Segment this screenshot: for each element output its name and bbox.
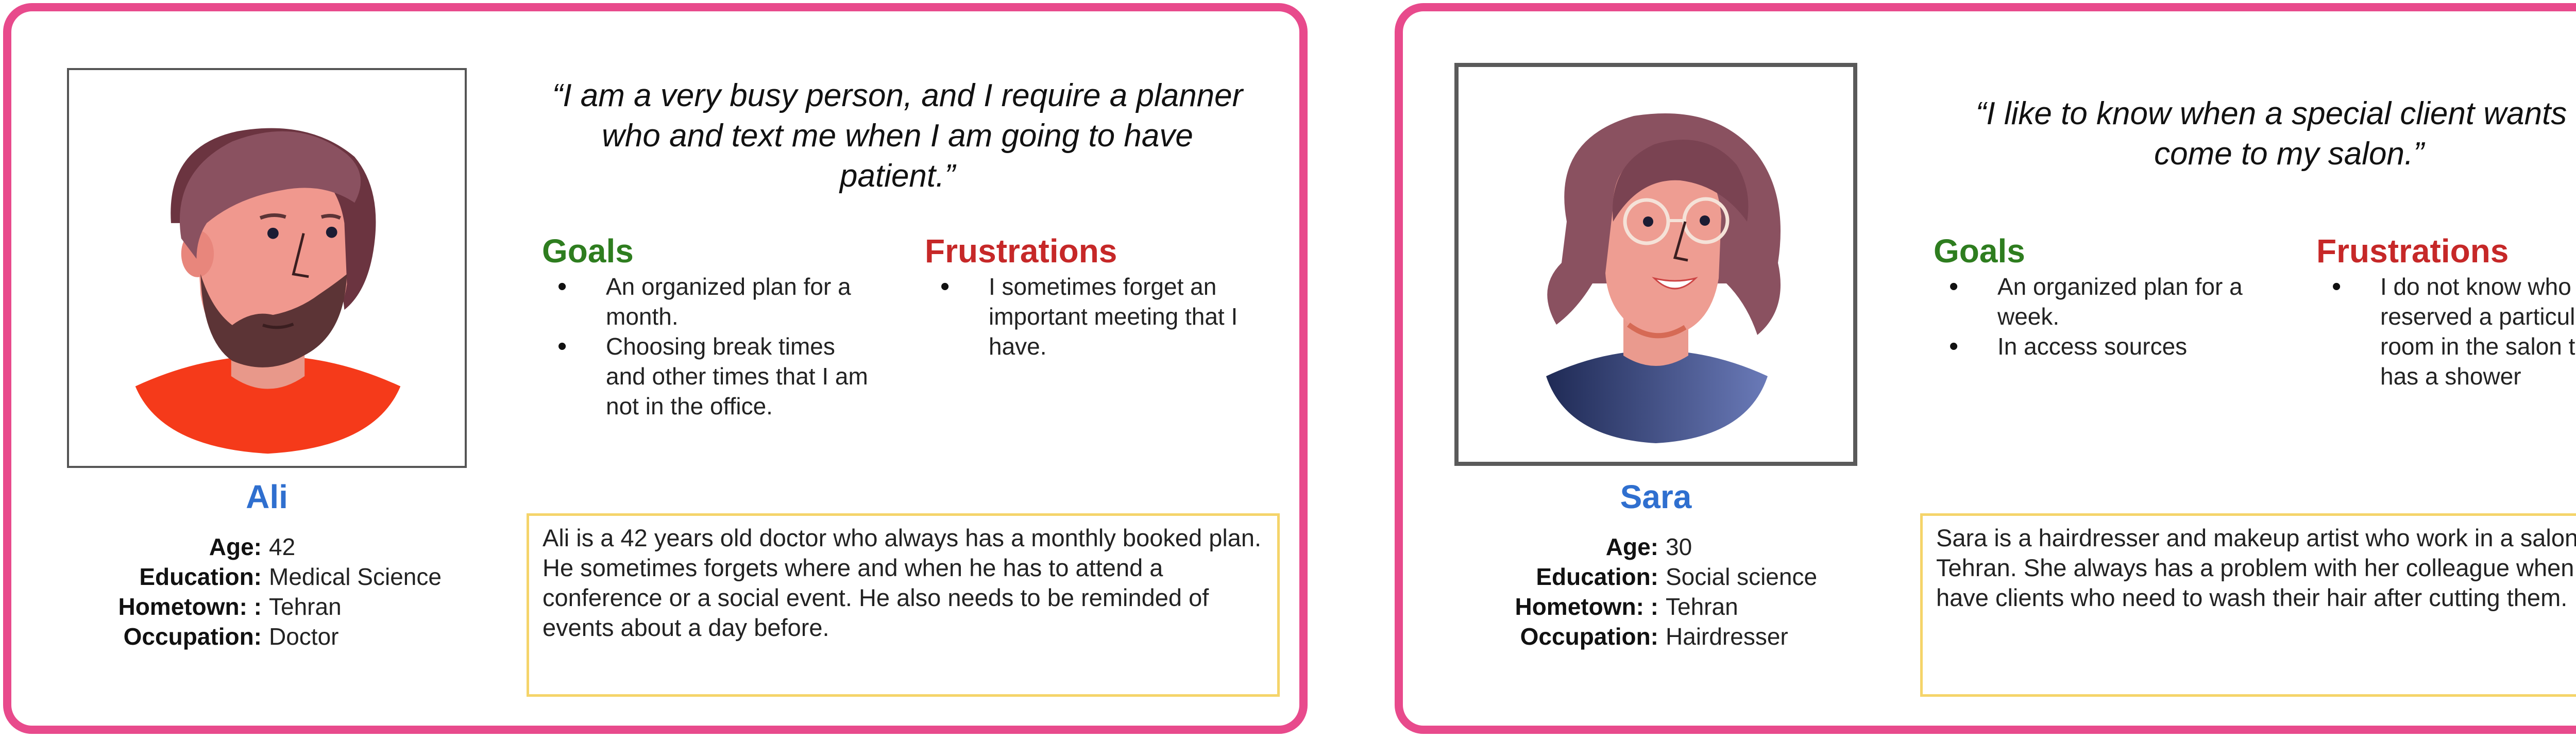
- frustrations-heading: Frustrations: [925, 232, 1117, 270]
- detail-label: Age:: [1605, 533, 1658, 560]
- detail-label: Education:: [139, 563, 262, 590]
- detail-age: Age: 30: [1439, 532, 1882, 562]
- frustration-item: I do not know who reserved a particular …: [2316, 272, 2576, 391]
- persona-bio: Sara is a hairdresser and makeup artist …: [1920, 513, 2576, 697]
- detail-label: Hometown: :: [1515, 593, 1658, 620]
- persona-photo: [1454, 63, 1857, 466]
- female-avatar-icon: [1546, 113, 1781, 443]
- detail-label: Occupation:: [123, 623, 262, 650]
- goal-item: Choosing break times and other times tha…: [542, 331, 872, 421]
- frustrations-section: Frustrations I sometimes forget an impor…: [925, 230, 1285, 361]
- male-avatar-icon: [135, 128, 401, 454]
- persona-card-ali: Ali Age: 42 Education: Medical Science H…: [3, 3, 1308, 734]
- detail-age: Age: 42: [42, 532, 485, 562]
- goal-item: An organized plan for a week.: [1934, 272, 2263, 331]
- goals-section: Goals An organized plan for a month. Cho…: [542, 230, 903, 421]
- detail-label: Education:: [1536, 563, 1658, 590]
- detail-label: Hometown: :: [118, 593, 262, 620]
- detail-value: Tehran: [1666, 593, 1738, 620]
- detail-value: 42: [269, 533, 296, 560]
- detail-value: Social science: [1666, 563, 1818, 590]
- goal-item: In access sources: [1934, 331, 2263, 361]
- detail-value: Tehran: [269, 593, 342, 620]
- detail-label: Occupation:: [1520, 623, 1658, 650]
- persona-photo: [67, 68, 467, 468]
- persona-name: Ali: [246, 478, 288, 515]
- persona-quote: “I like to know when a special client wa…: [1975, 96, 2576, 172]
- persona-details: Age: 30 Education: Social science Hometo…: [1439, 532, 1882, 651]
- detail-occupation: Occupation: Hairdresser: [1439, 622, 1882, 651]
- goals-section: Goals An organized plan for a week. In a…: [1934, 230, 2294, 361]
- detail-education: Education: Social science: [1439, 562, 1882, 592]
- frustrations-section: Frustrations I do not know who reserved …: [2316, 230, 2576, 391]
- detail-hometown: Hometown: : Tehran: [1439, 592, 1882, 622]
- frustrations-heading: Frustrations: [2316, 232, 2509, 270]
- goal-item: An organized plan for a month.: [542, 272, 872, 331]
- detail-education: Education: Medical Science: [42, 562, 485, 592]
- goals-heading: Goals: [542, 232, 634, 270]
- frustrations-list: I do not know who reserved a particular …: [2316, 272, 2576, 391]
- persona-card-sara: Sara Age: 30 Education: Social science H…: [1395, 3, 2576, 734]
- frustration-item: I sometimes forget an important meeting …: [925, 272, 1255, 361]
- persona-details: Age: 42 Education: Medical Science Homet…: [42, 532, 485, 651]
- detail-value: Doctor: [269, 623, 339, 650]
- persona-name: Sara: [1620, 478, 1692, 515]
- persona-quote: “I am a very busy person, and I require …: [552, 78, 1243, 194]
- goals-list: An organized plan for a week. In access …: [1934, 272, 2294, 361]
- detail-value: Medical Science: [269, 563, 442, 590]
- frustrations-list: I sometimes forget an important meeting …: [925, 272, 1285, 361]
- goals-list: An organized plan for a month. Choosing …: [542, 272, 903, 421]
- goals-heading: Goals: [1934, 232, 2025, 270]
- detail-label: Age:: [209, 533, 262, 560]
- detail-value: Hairdresser: [1666, 623, 1788, 650]
- detail-value: 30: [1666, 533, 1692, 560]
- persona-bio: Ali is a 42 years old doctor who always …: [527, 513, 1280, 697]
- detail-hometown: Hometown: : Tehran: [42, 592, 485, 622]
- detail-occupation: Occupation: Doctor: [42, 622, 485, 651]
